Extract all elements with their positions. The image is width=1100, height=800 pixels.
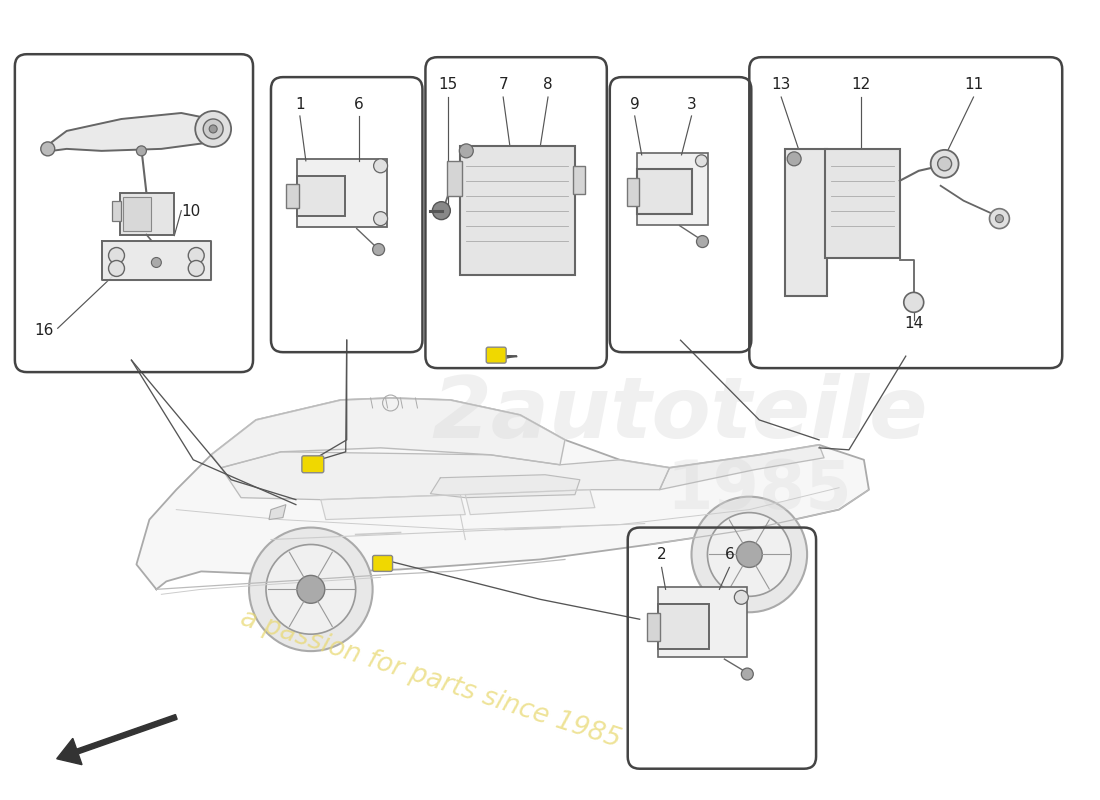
Circle shape xyxy=(41,142,55,156)
Polygon shape xyxy=(270,505,286,519)
Circle shape xyxy=(990,209,1010,229)
Circle shape xyxy=(297,575,324,603)
Polygon shape xyxy=(660,445,824,490)
Text: 1: 1 xyxy=(295,97,305,112)
Text: 13: 13 xyxy=(771,77,791,92)
Text: 15: 15 xyxy=(439,77,458,92)
Text: 8: 8 xyxy=(543,77,553,92)
Circle shape xyxy=(374,212,387,226)
Circle shape xyxy=(736,542,762,567)
Circle shape xyxy=(204,119,223,139)
FancyBboxPatch shape xyxy=(373,555,393,571)
Bar xyxy=(647,614,660,641)
Bar xyxy=(123,197,152,230)
Text: 9: 9 xyxy=(630,97,639,112)
Circle shape xyxy=(937,157,952,170)
Bar xyxy=(637,169,692,214)
Circle shape xyxy=(152,258,162,267)
Bar xyxy=(637,153,708,225)
Circle shape xyxy=(741,668,754,680)
Polygon shape xyxy=(221,452,670,500)
Bar xyxy=(297,159,386,226)
Circle shape xyxy=(373,243,385,255)
Polygon shape xyxy=(47,113,217,151)
Circle shape xyxy=(109,261,124,277)
Bar xyxy=(460,146,575,275)
FancyArrow shape xyxy=(57,714,177,765)
Bar xyxy=(658,604,710,649)
Polygon shape xyxy=(321,494,465,519)
Text: 2: 2 xyxy=(657,547,667,562)
Bar xyxy=(297,176,344,216)
FancyBboxPatch shape xyxy=(486,347,506,363)
Polygon shape xyxy=(211,398,565,468)
Circle shape xyxy=(735,590,748,604)
Polygon shape xyxy=(101,241,211,281)
Circle shape xyxy=(788,152,801,166)
Polygon shape xyxy=(430,474,580,498)
Polygon shape xyxy=(136,398,869,590)
Bar xyxy=(825,149,900,258)
Bar xyxy=(785,149,827,296)
Bar xyxy=(286,184,299,208)
Circle shape xyxy=(249,527,373,651)
Circle shape xyxy=(904,292,924,312)
Circle shape xyxy=(195,111,231,147)
Bar xyxy=(111,201,121,221)
FancyBboxPatch shape xyxy=(301,456,323,473)
Bar xyxy=(120,193,174,234)
Circle shape xyxy=(707,513,791,596)
Circle shape xyxy=(432,202,450,220)
Circle shape xyxy=(188,261,205,277)
Circle shape xyxy=(109,247,124,263)
Text: 2autoteile: 2autoteile xyxy=(431,374,927,457)
Text: 3: 3 xyxy=(686,97,696,112)
Circle shape xyxy=(931,150,958,178)
Text: 1985: 1985 xyxy=(667,457,852,522)
Text: 6: 6 xyxy=(354,97,363,112)
Text: 7: 7 xyxy=(498,77,508,92)
Circle shape xyxy=(696,235,708,247)
Circle shape xyxy=(692,497,807,612)
Text: 12: 12 xyxy=(851,77,870,92)
Circle shape xyxy=(374,159,387,173)
Text: 11: 11 xyxy=(964,77,983,92)
Text: 14: 14 xyxy=(904,316,923,331)
Circle shape xyxy=(188,247,205,263)
Bar xyxy=(573,166,585,194)
Circle shape xyxy=(209,125,217,133)
Circle shape xyxy=(136,146,146,156)
Text: 6: 6 xyxy=(725,547,735,562)
Circle shape xyxy=(996,214,1003,222)
Text: a passion for parts since 1985: a passion for parts since 1985 xyxy=(236,605,624,753)
Bar xyxy=(448,161,462,196)
Circle shape xyxy=(460,144,473,158)
Circle shape xyxy=(266,545,355,634)
Text: 10: 10 xyxy=(182,204,201,218)
Circle shape xyxy=(695,155,707,167)
Bar xyxy=(658,587,747,657)
Text: 16: 16 xyxy=(34,323,54,338)
Bar xyxy=(627,178,639,206)
Polygon shape xyxy=(465,490,595,514)
